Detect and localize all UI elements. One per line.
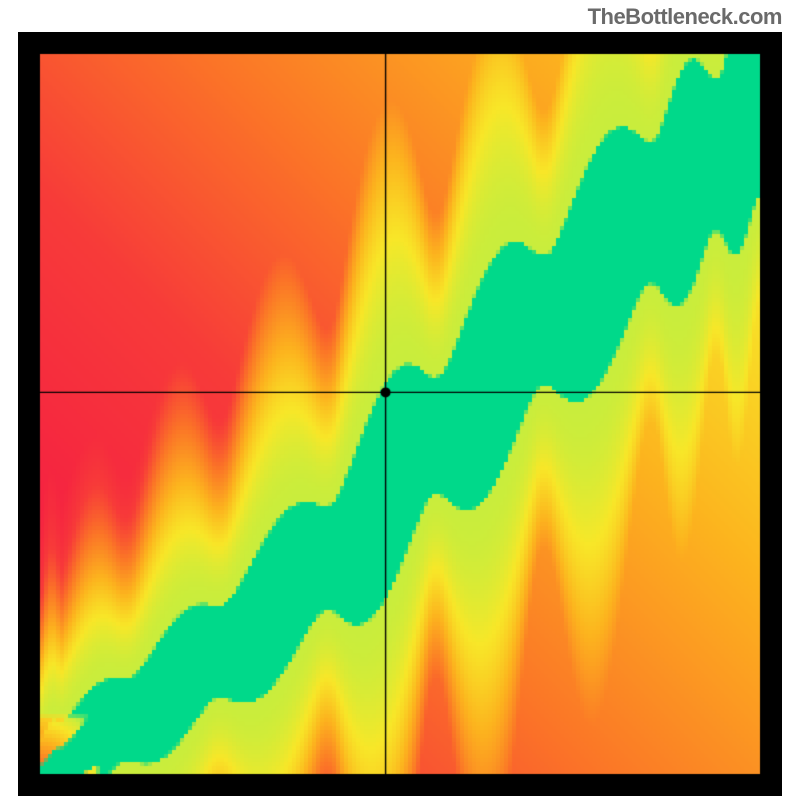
chart-container: TheBottleneck.com: [0, 0, 800, 800]
heatmap-canvas: [18, 32, 782, 796]
heatmap-figure: [18, 32, 782, 796]
watermark-text: TheBottleneck.com: [588, 4, 782, 30]
